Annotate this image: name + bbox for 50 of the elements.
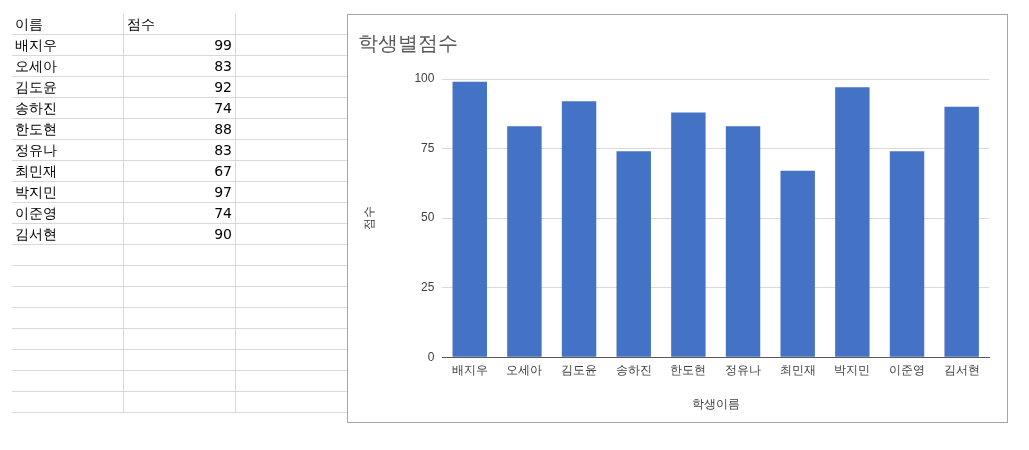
data-label: 97 [124, 182, 236, 203]
bar [616, 151, 651, 357]
bar [944, 106, 979, 357]
x-tick-label: 오세아 [506, 362, 543, 377]
bar [452, 81, 487, 357]
y-tick-label: 25 [421, 279, 435, 294]
x-tick-label: 박지민 [834, 362, 871, 377]
category-label: 최민재 [12, 161, 124, 182]
text: 이름 [12, 14, 124, 35]
category-label: 정유나 [12, 140, 124, 161]
category-label: 김도윤 [12, 77, 124, 98]
category-label: 박지민 [12, 182, 124, 203]
data-label: 83 [124, 56, 236, 77]
chart-title: 학생별점수 [358, 31, 458, 56]
bar [780, 170, 815, 357]
x-tick-label: 김서현 [943, 362, 980, 377]
data-label: 92 [124, 77, 236, 98]
y-tick-label: 50 [421, 210, 435, 225]
x-axis-title: 학생이름 [691, 397, 740, 412]
data-label: 74 [124, 203, 236, 224]
bar [507, 126, 542, 357]
data-label: 90 [124, 224, 236, 245]
x-tick-label: 배지우 [451, 362, 488, 377]
bar [889, 151, 925, 357]
bar [561, 101, 597, 357]
x-tick-label: 이준영 [889, 362, 926, 377]
x-tick-label: 한도현 [670, 362, 707, 377]
data-label: 88 [124, 119, 236, 140]
category-label: 김서현 [12, 224, 124, 245]
y-axis-title: 점수 [361, 206, 376, 231]
category-label: 송하진 [12, 98, 124, 119]
category-label: 오세아 [12, 56, 124, 77]
data-label: 83 [124, 140, 236, 161]
x-tick-label: 최민재 [779, 362, 816, 377]
y-tick-label: 100 [414, 71, 435, 86]
data-label: 74 [124, 98, 236, 119]
category-label: 배지우 [12, 35, 124, 56]
y-tick-label: 75 [421, 140, 435, 155]
category-label: 한도현 [12, 119, 124, 140]
bar [671, 112, 706, 357]
x-tick-label: 김도윤 [561, 362, 598, 377]
data-label: 99 [124, 35, 236, 56]
x-tick-label: 송하진 [615, 362, 652, 377]
data-label: 67 [124, 161, 236, 182]
bar [725, 126, 761, 357]
bar [835, 87, 870, 357]
category-label: 이준영 [12, 203, 124, 224]
y-tick-label: 0 [427, 349, 435, 364]
x-tick-label: 정유나 [725, 362, 762, 377]
text: 점수 [124, 14, 236, 35]
